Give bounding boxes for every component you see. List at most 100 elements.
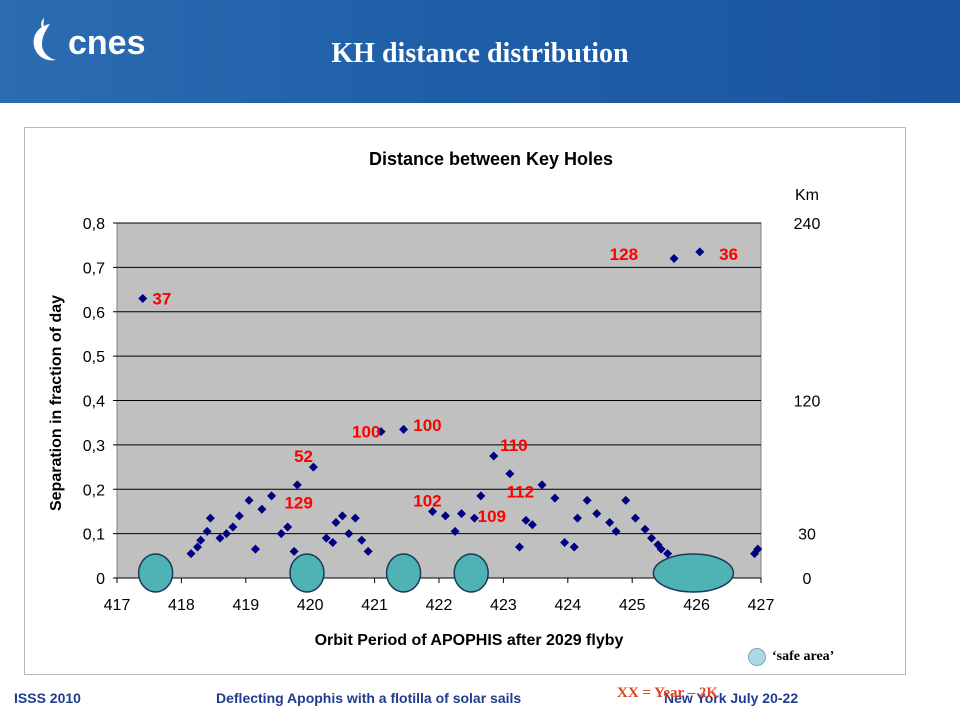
data-point <box>205 513 215 523</box>
chart-title: Distance between Key Holes <box>369 149 613 169</box>
data-point <box>457 509 467 519</box>
data-point <box>469 513 479 523</box>
data-point <box>560 538 570 547</box>
data-point <box>399 424 409 434</box>
safe-area-marker <box>652 553 735 593</box>
chart: 0 0,1 0,2 0,3 0,4 0,5 0,6 0,7 0,8 417 418 419 420 421… <box>48 149 821 649</box>
data-point <box>138 293 148 303</box>
km-tick-label: 240 <box>794 216 821 233</box>
data-point <box>450 526 460 536</box>
data-point <box>276 529 286 539</box>
safe-area-marker <box>453 553 489 593</box>
data-point <box>527 520 537 530</box>
data-point <box>515 542 524 552</box>
data-point <box>663 549 673 559</box>
data-point <box>215 533 225 543</box>
data-point <box>363 546 373 556</box>
point-annotation: 100 <box>352 423 380 442</box>
point-annotation: 37 <box>152 289 171 308</box>
data-point <box>572 513 582 523</box>
footer-conference: ISSS 2010 <box>14 690 81 706</box>
y-tick-label: 0,4 <box>83 394 105 411</box>
km-tick-label: 120 <box>794 394 821 411</box>
point-annotation: 100 <box>413 416 441 435</box>
x-tick-label: 425 <box>619 597 646 614</box>
data-point <box>428 506 438 516</box>
safe-area-legend: ‘safe area’ <box>748 648 868 668</box>
svg-text:cnes: cnes <box>68 24 146 62</box>
data-point <box>308 462 318 472</box>
data-point <box>611 526 621 536</box>
data-point <box>250 544 260 554</box>
data-point <box>331 518 341 528</box>
km-tick-label: 0 <box>803 571 812 588</box>
cnes-logo: cnes <box>33 18 146 62</box>
data-point <box>440 511 450 521</box>
point-annotation: 102 <box>413 491 441 510</box>
y-tick-label: 0,5 <box>83 349 105 366</box>
x-tick-label: 423 <box>490 597 517 614</box>
y-tick-label: 0,6 <box>83 305 105 322</box>
data-point <box>569 542 579 552</box>
data-point <box>476 491 486 501</box>
data-point <box>592 509 602 519</box>
data-point <box>550 493 560 503</box>
y-axis-label: Separation in fraction of day <box>48 295 65 511</box>
y-tick-label: 0 <box>96 571 105 588</box>
y-tick-label: 0,1 <box>83 527 105 544</box>
data-point <box>357 535 367 545</box>
data-point <box>647 533 657 543</box>
data-point <box>489 451 499 461</box>
safe-area-marker <box>289 553 325 593</box>
data-point <box>328 538 338 547</box>
data-point <box>753 544 763 554</box>
point-annotation: 112 <box>507 482 534 501</box>
x-tick-label: 420 <box>297 597 324 614</box>
x-tick-label: 419 <box>232 597 259 614</box>
data-point <box>289 546 299 556</box>
y-tick-label: 0,8 <box>83 216 105 233</box>
data-point <box>337 511 347 521</box>
safe-area-label: ‘safe area’ <box>772 649 835 664</box>
data-point <box>640 524 650 534</box>
y-tick-label: 0,3 <box>83 438 105 455</box>
point-annotation: 128 <box>610 245 638 264</box>
data-point <box>228 522 238 532</box>
data-point <box>605 518 615 528</box>
x-tick-label: 422 <box>426 597 453 614</box>
data-point <box>292 480 302 490</box>
x-tick-label: 417 <box>104 597 131 614</box>
km-tick-label: 30 <box>798 527 816 544</box>
data-point <box>321 533 331 543</box>
data-point <box>376 427 386 437</box>
point-annotation: 129 <box>284 494 312 513</box>
data-point <box>505 469 515 479</box>
point-annotation: 36 <box>719 245 738 264</box>
y-tick-label: 0,7 <box>83 260 105 277</box>
data-point <box>537 480 547 490</box>
x-tick-label: 418 <box>168 597 195 614</box>
x-tick-label: 424 <box>554 597 581 614</box>
data-point <box>630 513 640 523</box>
data-point <box>283 522 293 532</box>
y-tick-label: 0,2 <box>83 482 105 499</box>
data-point <box>196 535 206 545</box>
point-annotation: 109 <box>478 507 506 526</box>
data-point <box>221 529 231 539</box>
slide-title: KH distance distribution <box>331 38 629 69</box>
footer-talk-title: Deflecting Apophis with a flotilla of so… <box>216 690 522 706</box>
point-annotation: 52 <box>294 447 313 466</box>
x-axis-label: Orbit Period of APOPHIS after 2029 flyby <box>315 632 624 649</box>
safe-area-swatch <box>748 648 766 666</box>
x-tick-label: 421 <box>361 597 388 614</box>
km-axis-title: Km <box>795 187 819 204</box>
x-tick-label: 426 <box>683 597 710 614</box>
data-point <box>621 495 631 505</box>
data-point <box>656 544 666 554</box>
data-point <box>202 526 212 536</box>
chart-frame: 0 0,1 0,2 0,3 0,4 0,5 0,6 0,7 0,8 417 418 419 420 421… <box>24 127 906 675</box>
safe-area-marker <box>137 553 174 593</box>
data-point <box>186 549 196 559</box>
data-point <box>344 529 354 539</box>
safe-area-marker <box>385 553 422 593</box>
